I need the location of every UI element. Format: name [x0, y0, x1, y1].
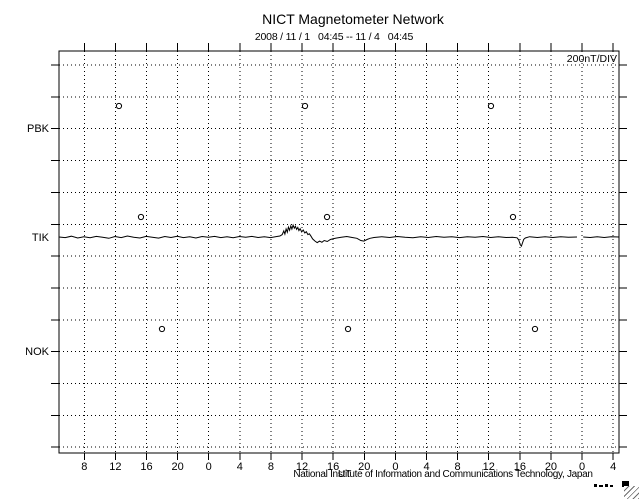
- station-label-nok: NOK: [25, 346, 50, 358]
- station-label-tik: TIK: [32, 232, 50, 244]
- x-tick-label: 4: [237, 461, 243, 473]
- tik-data-trace: [58, 223, 578, 248]
- pixel-artifact: [622, 481, 629, 487]
- daily-circle-marker: [323, 213, 331, 221]
- x-tick-label: 0: [579, 461, 585, 473]
- scale-per-division-label: 200nT/DIV: [566, 53, 617, 65]
- x-tick-label: 8: [81, 461, 87, 473]
- pixel-artifact: [610, 485, 613, 487]
- x-tick-label: 16: [140, 461, 152, 473]
- x-tick-label: 4: [610, 461, 616, 473]
- daily-circle-marker: [487, 102, 495, 110]
- pixel-artifact: [594, 484, 597, 487]
- x-tick-label: 12: [483, 461, 495, 473]
- x-tick-label: 0: [206, 461, 212, 473]
- daily-circle-marker: [509, 213, 517, 221]
- x-tick-label: 0: [392, 461, 398, 473]
- station-label-pbk: PBK: [27, 123, 50, 135]
- x-tick-label: 8: [455, 461, 461, 473]
- x-tick-label: 16: [327, 461, 339, 473]
- tik-data-trace: [583, 236, 620, 239]
- x-tick-label: 20: [545, 461, 557, 473]
- x-tick-label: 8: [268, 461, 274, 473]
- plot-frame: [58, 50, 620, 454]
- daily-circle-marker: [344, 325, 352, 333]
- daily-circle-marker: [531, 325, 539, 333]
- ut-axis-label: UT: [338, 469, 352, 480]
- daily-circle-marker: [115, 102, 123, 110]
- x-tick-label: 20: [358, 461, 370, 473]
- x-tick-label: 16: [514, 461, 526, 473]
- x-tick-label: 12: [296, 461, 308, 473]
- page-title: NICT Magnetometer Network: [262, 11, 444, 27]
- time-range-subtitle: 2008 / 11 / 1 04:45 -- 11 / 4 04:45: [254, 31, 414, 43]
- resize-grip-icon[interactable]: [624, 486, 639, 499]
- institution-credit: National Institute of Information and Co…: [293, 469, 593, 480]
- daily-circle-marker: [158, 325, 166, 333]
- pixel-artifact: [599, 485, 603, 487]
- x-tick-label: 12: [109, 461, 121, 473]
- daily-circle-marker: [137, 213, 145, 221]
- daily-circle-marker: [301, 102, 309, 110]
- pixel-artifact: [605, 484, 608, 487]
- x-tick-label: 20: [171, 461, 183, 473]
- x-tick-label: 4: [423, 461, 429, 473]
